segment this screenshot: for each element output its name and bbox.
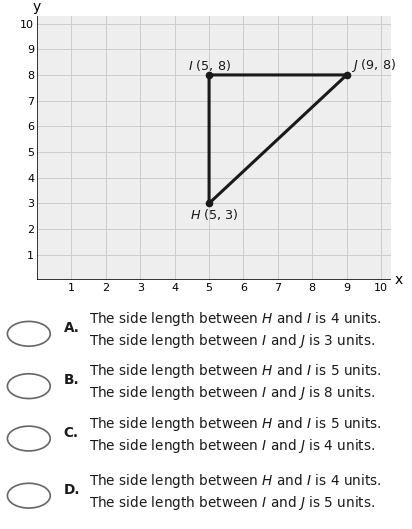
Text: The side length between $\it{I}$ and $\it{J}$ is 3 units.: The side length between $\it{I}$ and $\i… [89,332,375,350]
Text: D.: D. [64,483,80,497]
Text: $\it{H}$ (5, 3): $\it{H}$ (5, 3) [190,207,239,222]
Text: $\it{J}$ (9, 8): $\it{J}$ (9, 8) [351,57,396,74]
Text: The side length between $\it{I}$ and $\it{J}$ is 4 units.: The side length between $\it{I}$ and $\i… [89,436,375,455]
Text: The side length between $\it{H}$ and $\it{I}$ is 5 units.: The side length between $\it{H}$ and $\i… [89,362,381,380]
Text: The side length between $\it{I}$ and $\it{J}$ is 8 units.: The side length between $\it{I}$ and $\i… [89,384,375,403]
Text: B.: B. [64,373,80,387]
Text: The side length between $\it{H}$ and $\it{I}$ is 4 units.: The side length between $\it{H}$ and $\i… [89,310,381,328]
Text: A.: A. [64,321,80,335]
Text: x: x [394,273,403,287]
Text: The side length between $\it{H}$ and $\it{I}$ is 5 units.: The side length between $\it{H}$ and $\i… [89,415,381,433]
Text: The side length between $\it{H}$ and $\it{I}$ is 4 units.: The side length between $\it{H}$ and $\i… [89,472,381,490]
Text: C.: C. [64,426,79,440]
Text: y: y [33,0,41,14]
Text: The side length between $\it{I}$ and $\it{J}$ is 5 units.: The side length between $\it{I}$ and $\i… [89,494,375,512]
Text: $\it{I}$ (5, 8): $\it{I}$ (5, 8) [188,58,232,72]
